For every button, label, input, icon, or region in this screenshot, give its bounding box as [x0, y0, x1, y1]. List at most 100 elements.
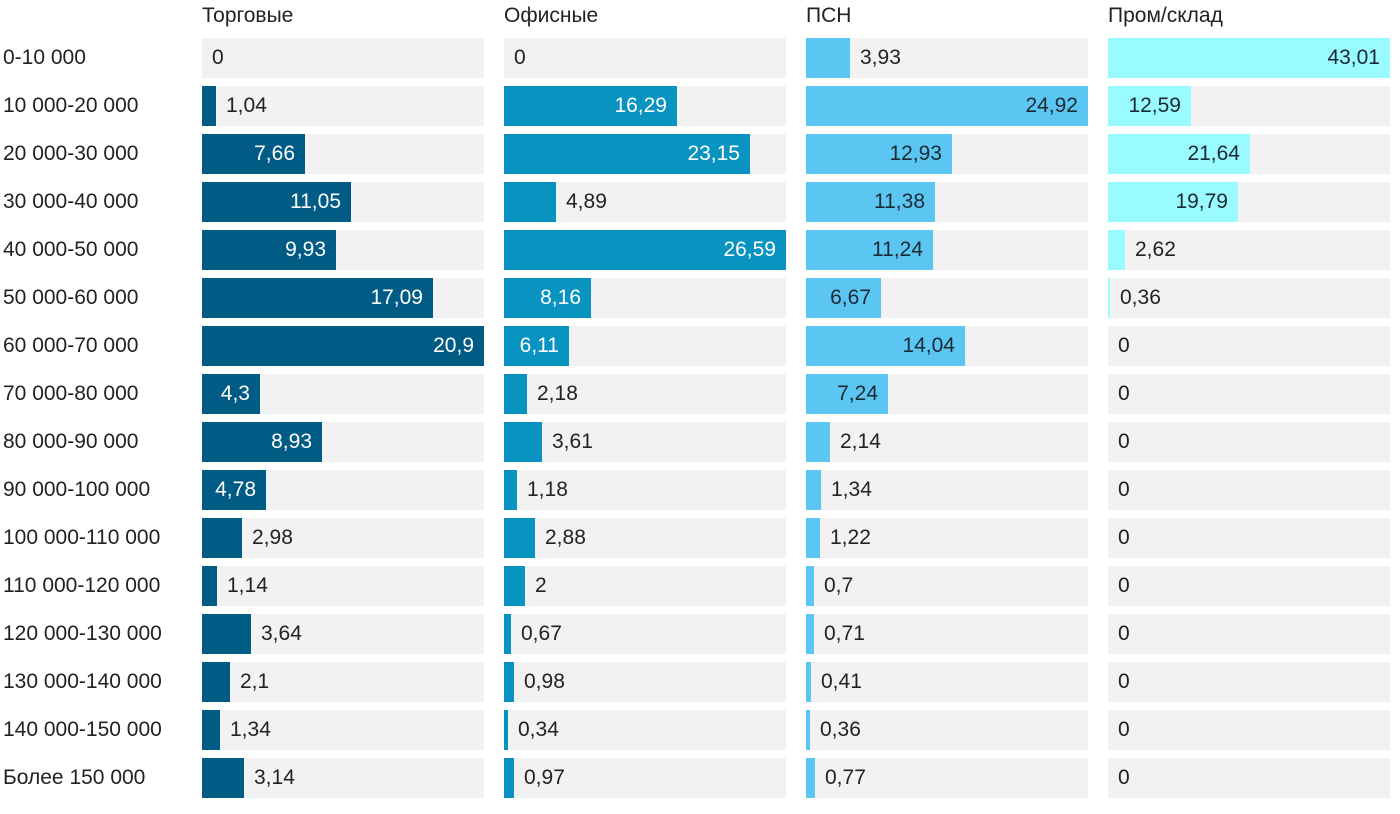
bar — [504, 758, 514, 798]
data-label: 7,66 — [254, 142, 295, 165]
data-label: 2,98 — [252, 526, 293, 549]
bar-track: 1,18 — [504, 470, 786, 510]
bar-track: 0 — [1108, 374, 1390, 414]
data-label: 0,34 — [518, 718, 559, 741]
data-label: 0 — [1118, 622, 1130, 645]
bar-track: 1,34 — [806, 470, 1088, 510]
data-label: 2,1 — [240, 670, 270, 693]
bar-track: 16,29 — [504, 86, 786, 126]
bar-track: 11,05 — [202, 182, 484, 222]
data-label: 2,88 — [545, 526, 586, 549]
data-label: 0 — [1118, 430, 1130, 453]
bar — [202, 134, 305, 174]
bar — [202, 710, 220, 750]
bar-track: 0 — [1108, 614, 1390, 654]
data-label: 26,59 — [723, 238, 776, 261]
data-label: 0,77 — [825, 766, 866, 789]
series-title: Офисные — [504, 4, 599, 27]
data-label: 0,36 — [1120, 286, 1161, 309]
bar-track: 4,78 — [202, 470, 484, 510]
bar — [806, 86, 1088, 126]
bar — [504, 710, 508, 750]
category-label: 0-10 000 — [3, 46, 86, 69]
bar — [202, 278, 433, 318]
series-title: ПСН — [806, 4, 852, 27]
bar — [202, 566, 217, 606]
bar — [504, 566, 525, 606]
data-label: 0,36 — [820, 718, 861, 741]
category-label: 90 000-100 000 — [3, 478, 151, 501]
category-label: 60 000-70 000 — [3, 334, 139, 357]
category-label: 110 000-120 000 — [3, 574, 161, 597]
bar — [504, 86, 677, 126]
bar — [202, 86, 216, 126]
bar — [806, 278, 881, 318]
bar-track: 0 — [1108, 518, 1390, 558]
bar — [202, 182, 351, 222]
bar — [202, 230, 336, 270]
data-label: 0 — [1118, 574, 1130, 597]
bar — [1108, 134, 1250, 174]
data-label: 11,38 — [874, 190, 925, 213]
category-label: 40 000-50 000 — [3, 238, 139, 261]
bar-track: 19,79 — [1108, 182, 1390, 222]
data-label: 8,93 — [271, 430, 312, 453]
data-label: 1,18 — [527, 478, 568, 501]
bar — [504, 614, 511, 654]
bar-track: 2,18 — [504, 374, 786, 414]
bar — [1108, 278, 1110, 318]
bar-track: 1,34 — [202, 710, 484, 750]
bar — [806, 134, 952, 174]
data-label: 0 — [1118, 334, 1130, 357]
bar — [504, 230, 786, 270]
category-label: 50 000-60 000 — [3, 286, 139, 309]
bar — [202, 422, 322, 462]
bar-track: 4,89 — [504, 182, 786, 222]
bar-track: 2,88 — [504, 518, 786, 558]
bar-track: 0,36 — [1108, 278, 1390, 318]
bar-track: 0 — [1108, 422, 1390, 462]
bar-track: 1,04 — [202, 86, 484, 126]
data-label: 4,78 — [215, 478, 256, 501]
data-label: 0,71 — [824, 622, 865, 645]
data-label: 11,24 — [872, 238, 923, 261]
data-label: 3,61 — [552, 430, 593, 453]
bar — [504, 470, 517, 510]
data-label: 3,93 — [860, 46, 901, 69]
bar — [504, 518, 535, 558]
data-label: 1,14 — [227, 574, 268, 597]
data-label: 0 — [1118, 526, 1130, 549]
data-label: 9,93 — [285, 238, 326, 261]
category-label: 10 000-20 000 — [3, 94, 139, 117]
bar-track: 3,14 — [202, 758, 484, 798]
bar-track: 0 — [1108, 758, 1390, 798]
bar-track: 0 — [1108, 662, 1390, 702]
series-title: Торговые — [202, 4, 294, 27]
bar-track: 2,14 — [806, 422, 1088, 462]
data-label: 8,16 — [540, 286, 581, 309]
data-label: 3,64 — [261, 622, 302, 645]
bar-track: 7,66 — [202, 134, 484, 174]
bar — [202, 470, 266, 510]
data-label: 11,05 — [290, 190, 341, 213]
bar-track: 0,98 — [504, 662, 786, 702]
bar-track: 1,22 — [806, 518, 1088, 558]
data-label: 6,67 — [830, 286, 871, 309]
data-label: 17,09 — [370, 286, 423, 309]
category-label: 30 000-40 000 — [3, 190, 139, 213]
bar — [806, 374, 888, 414]
bar-track: 2 — [504, 566, 786, 606]
bar-track: 8,16 — [504, 278, 786, 318]
bar-track: 0,36 — [806, 710, 1088, 750]
bar — [504, 374, 527, 414]
data-label: 0,41 — [821, 670, 862, 693]
bar-track: 11,24 — [806, 230, 1088, 270]
bar-track: 20,9 — [202, 326, 484, 366]
bar-track: 3,64 — [202, 614, 484, 654]
data-label: 4,89 — [566, 190, 607, 213]
bar-track: 0 — [1108, 566, 1390, 606]
bar-track: 0 — [202, 38, 484, 78]
data-label: 14,04 — [902, 334, 955, 357]
bar — [806, 38, 850, 78]
data-label: 0,97 — [524, 766, 565, 789]
